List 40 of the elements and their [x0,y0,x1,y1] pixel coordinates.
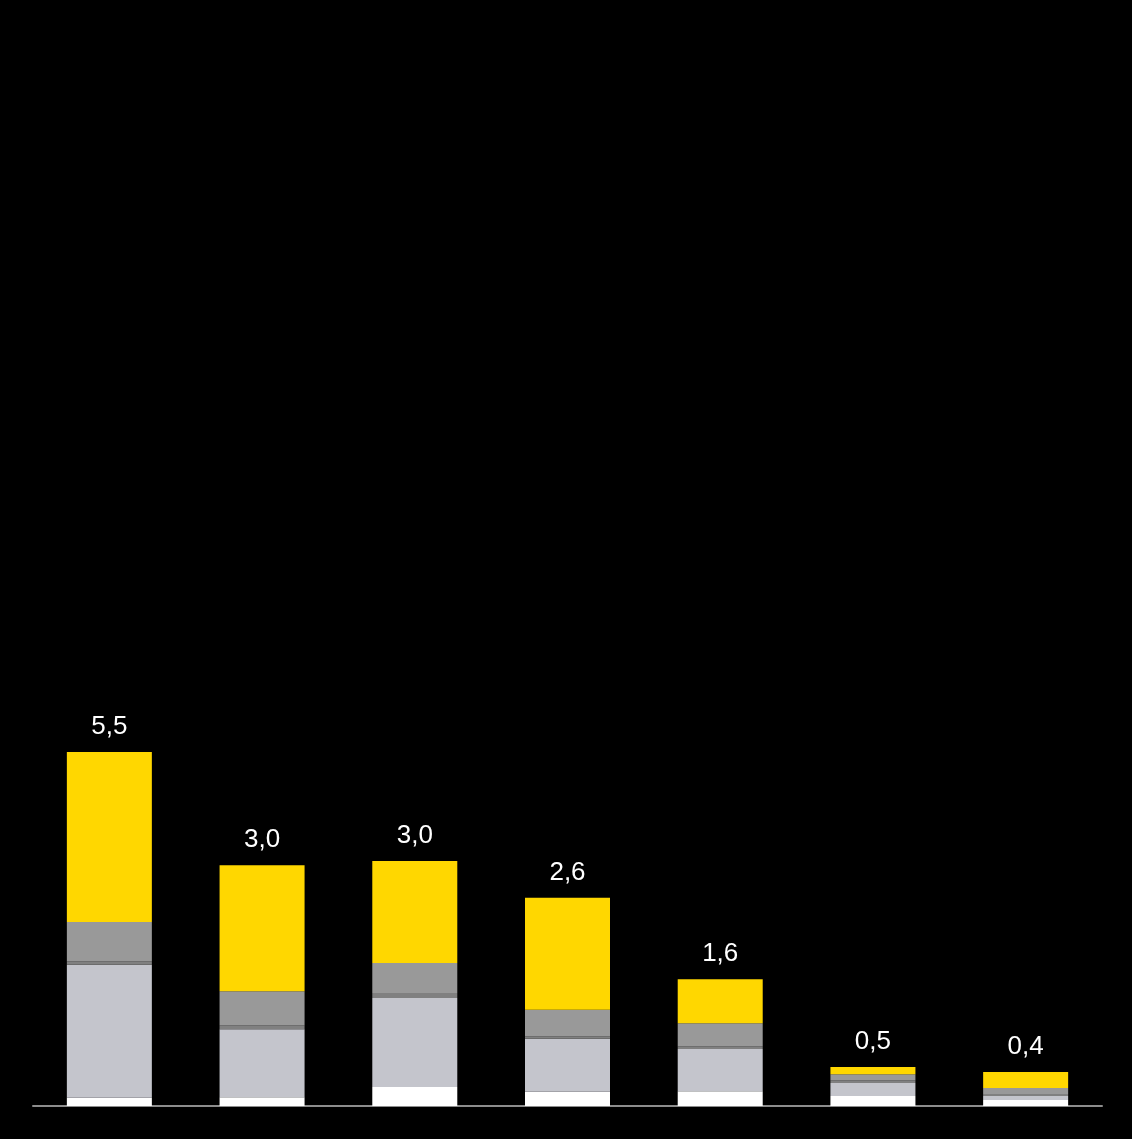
bar [66,1097,152,1106]
bar [677,1046,763,1050]
bar [219,1025,305,1030]
bar [525,1091,610,1106]
bar [219,865,305,992]
bar [219,1097,305,1106]
bar [219,1029,305,1098]
annotation: 0,4 [1007,1030,1044,1061]
bar [525,897,610,1010]
bar [66,961,152,965]
annotation: 3,0 [396,819,433,850]
bar [677,1049,763,1092]
bar [830,1082,916,1097]
bar [677,979,763,1024]
bar [372,962,458,994]
bar [983,1072,1069,1088]
bar [219,991,305,1026]
bar [830,1067,916,1075]
bar [983,1099,1069,1106]
annotation: 2,6 [549,855,586,886]
text: 5,5 [91,710,128,740]
bar [830,1080,916,1083]
annotation: 1,6 [702,937,739,968]
bar [372,998,458,1087]
bar [372,993,458,999]
bar [525,1038,610,1092]
annotation: 3,0 [243,823,281,854]
bar [677,1091,763,1106]
bar [983,1087,1069,1094]
bar [830,1096,916,1106]
annotation: 0,5 [854,1025,892,1056]
bar [66,964,152,1098]
bar [372,861,458,963]
bar [830,1074,916,1081]
bar [525,1036,610,1039]
bar [66,921,152,962]
bar [525,1009,610,1037]
bar [677,1023,763,1047]
bar [372,1086,458,1106]
bar [66,752,152,922]
